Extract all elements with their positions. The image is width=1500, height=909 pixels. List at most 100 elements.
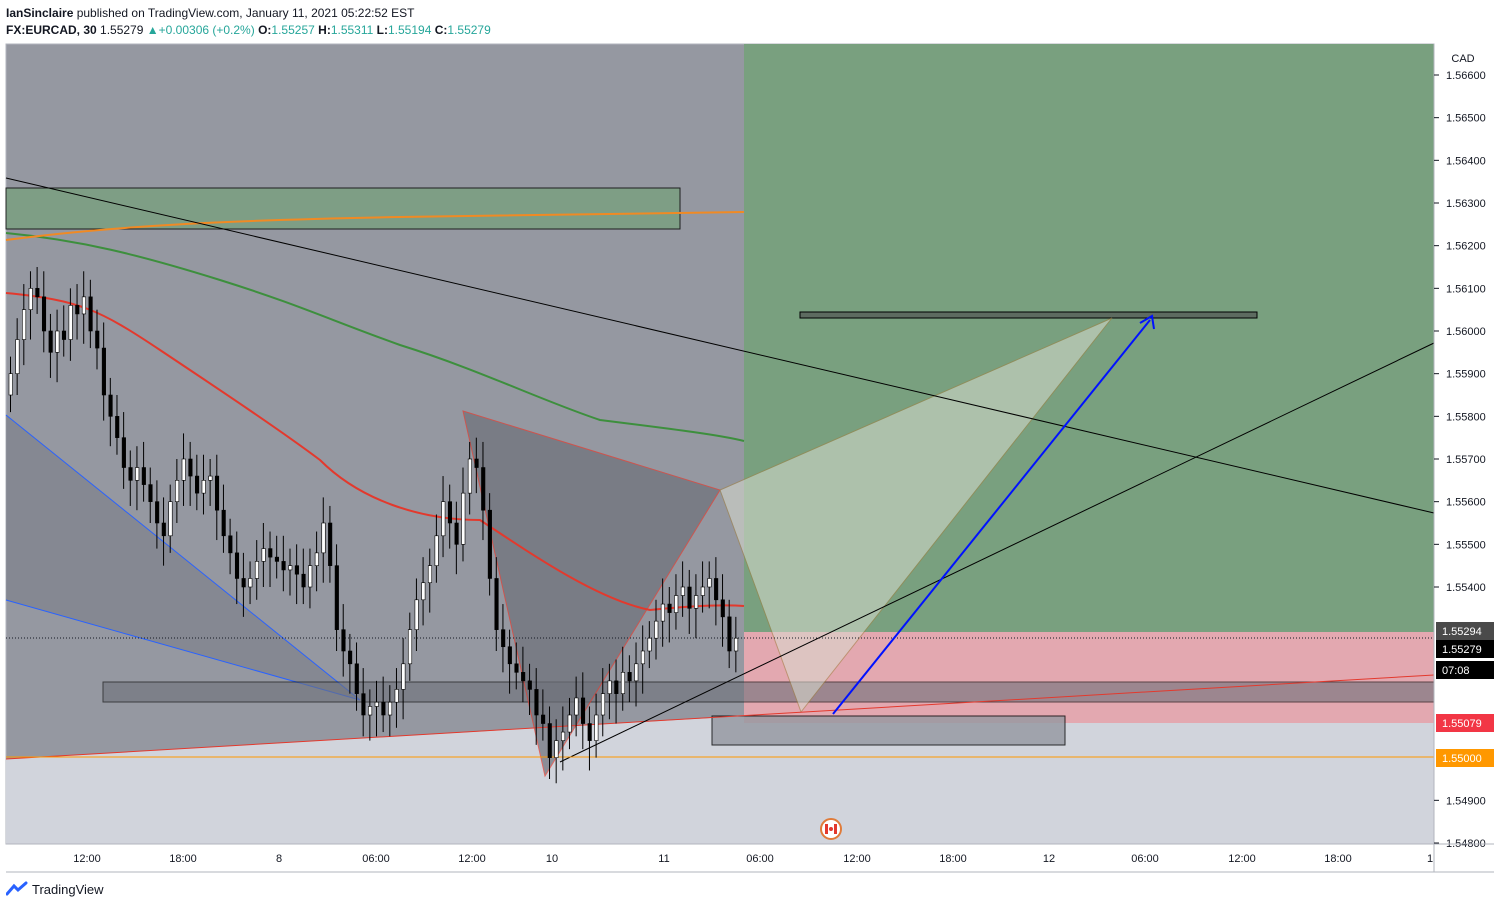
resistance-zone[interactable]	[5, 187, 681, 230]
candle-down	[328, 522, 333, 566]
candle-up	[388, 701, 393, 716]
channel-line-upper	[5, 414, 361, 701]
arrow-head-icon	[1139, 314, 1155, 330]
candle-down	[61, 330, 67, 340]
candle-up	[700, 586, 705, 596]
price-label-box	[1436, 640, 1494, 658]
candle-up	[28, 288, 33, 310]
candle-down	[507, 646, 512, 665]
candle-down	[587, 723, 592, 741]
ema-red	[5, 292, 745, 612]
projection-arrow[interactable]	[832, 319, 1151, 715]
candle-up	[421, 582, 426, 601]
candle-up	[734, 637, 739, 652]
author-name[interactable]: IanSinclaire	[6, 6, 74, 20]
candle-down	[714, 578, 719, 601]
price-change: +0.00306 (+0.2%)	[158, 23, 255, 37]
symbol-name[interactable]: FX:EURCAD, 30	[6, 23, 97, 37]
past-background	[6, 44, 744, 844]
harmonic-triangle-1[interactable]	[462, 410, 721, 778]
candle-down	[627, 672, 632, 682]
brand-name: TradingView	[32, 881, 104, 897]
candle-up	[707, 578, 712, 588]
candle-up	[314, 552, 319, 566]
candle-up	[600, 693, 606, 716]
currency-label: CAD	[1451, 53, 1474, 65]
price-label-box	[1436, 661, 1494, 679]
uptrend-line[interactable]	[559, 342, 1435, 763]
high-label: H:	[318, 23, 331, 37]
candle-down	[534, 689, 539, 716]
price-tick-label: 1.56000	[1446, 326, 1486, 338]
price-ticks: 1.56600 1.56500 1.56400 1.56300 1.56200 1.561…	[1434, 70, 1486, 850]
time-tick-label: 12:00	[843, 853, 871, 865]
candle-down	[95, 330, 100, 349]
candle-down	[101, 347, 106, 396]
time-tick-label: 18:00	[1324, 853, 1352, 865]
candle-down	[547, 723, 552, 758]
candle-down	[281, 561, 286, 571]
candle-down	[108, 394, 113, 417]
candle-down	[274, 556, 279, 562]
candle-up	[55, 330, 60, 353]
candle-up	[254, 561, 260, 579]
price-tick-label: 1.55900	[1446, 369, 1486, 381]
canada-flag-icon[interactable]	[820, 818, 842, 840]
candle-up	[175, 480, 180, 502]
candle-down	[241, 578, 246, 588]
time-tick-label: 12:00	[458, 853, 486, 865]
red-support-line[interactable]	[5, 674, 1435, 760]
candle-down	[527, 680, 532, 690]
candle-up	[620, 672, 626, 694]
candle-up	[201, 480, 206, 494]
candle-up	[647, 637, 652, 652]
candle-up	[288, 565, 293, 571]
price-tick-label: 1.56600	[1446, 70, 1486, 82]
symbol-line: FX:EURCAD, 30 1.55279 ▲+0.00306 (+0.2%) …	[6, 22, 491, 39]
candle-down	[521, 672, 526, 682]
time-tick-label: 12:00	[1228, 853, 1256, 865]
up-arrow-icon: ▲	[146, 23, 159, 37]
candle-up	[594, 714, 599, 741]
price-label-text: 1.55079	[1442, 718, 1482, 730]
harmonic-triangle-2[interactable]	[719, 317, 1113, 714]
demand-zone[interactable]	[711, 715, 1066, 746]
candle-down	[75, 305, 80, 315]
candle-up	[248, 578, 253, 588]
price-tick-label: 1.56500	[1446, 113, 1486, 125]
candle-up	[561, 731, 566, 741]
target-zone[interactable]	[799, 311, 1258, 319]
candle-down	[348, 650, 353, 665]
price-label-text: 1.55000	[1442, 753, 1482, 765]
candle-up	[574, 697, 579, 716]
candle-up	[674, 595, 679, 613]
price-label-text: 07:08	[1442, 665, 1470, 677]
candle-down	[727, 616, 732, 652]
last-price: 1.55279	[100, 23, 144, 37]
price-tick-label: 1.56400	[1446, 155, 1486, 167]
candle-down	[294, 565, 299, 575]
price-tick-label: 1.56200	[1446, 241, 1486, 253]
candle-down	[148, 484, 153, 502]
candle-down	[121, 437, 126, 468]
candle-up	[401, 663, 406, 690]
close-value: 1.55279	[447, 23, 491, 37]
time-tick-label: 06:00	[362, 853, 390, 865]
candle-down	[541, 714, 546, 724]
candle-down	[454, 522, 459, 545]
candle-up	[81, 296, 86, 315]
candle-down	[128, 467, 133, 481]
candle-up	[467, 458, 472, 494]
price-axis[interactable]	[1434, 44, 1494, 844]
high-value: 1.55311	[330, 23, 374, 37]
price-tick-label: 1.56100	[1446, 283, 1486, 295]
candle-up	[15, 339, 20, 374]
publish-line: IanSinclaire published on TradingView.co…	[6, 5, 491, 22]
support-zone[interactable]	[102, 681, 1435, 703]
candle-up	[135, 467, 140, 481]
candle-up	[427, 565, 433, 584]
candle-down	[41, 296, 47, 332]
open-label: O:	[258, 23, 272, 37]
candle-up	[308, 565, 313, 588]
